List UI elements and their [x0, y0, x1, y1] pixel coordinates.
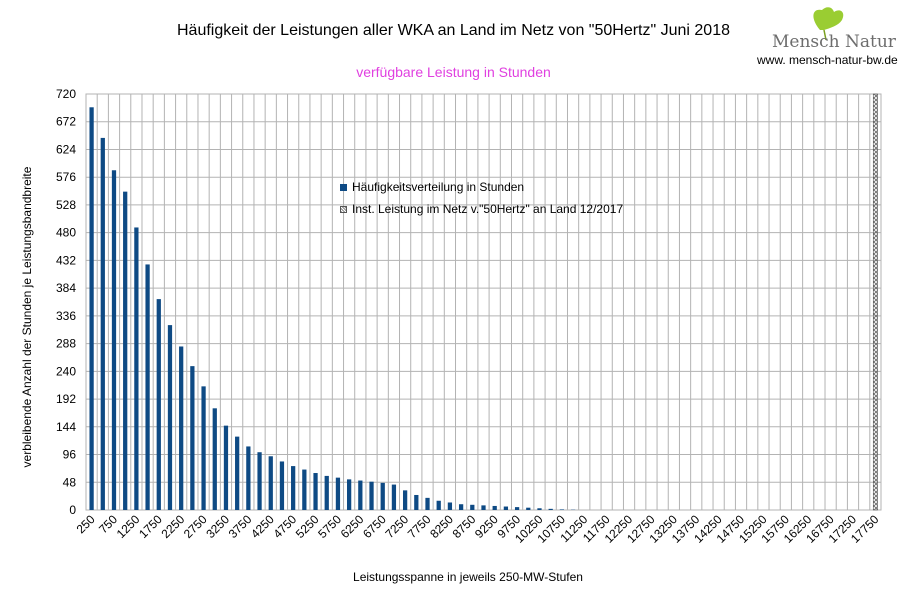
y-tick-label: 624: [56, 142, 76, 156]
y-tick-label: 576: [56, 170, 76, 184]
logo-text: Mensch Natur: [772, 32, 896, 52]
y-tick-label: 48: [63, 475, 77, 489]
x-tick-label: 8250: [427, 512, 456, 541]
y-tick-label: 528: [56, 198, 76, 212]
ginkgo-leaf-logo-icon: [813, 7, 844, 41]
x-tick-label: 1250: [114, 512, 143, 541]
x-tick-label: 5750: [315, 512, 344, 541]
y-axis-label: verbleibende Anzahl der Stunden je Leist…: [20, 166, 34, 468]
bar: [190, 366, 195, 510]
x-tick-label: 8750: [450, 512, 479, 541]
chart-subtitle: verfügbare Leistung in Stunden: [356, 64, 551, 80]
chart-title: Häufigkeit der Leistungen aller WKA an L…: [177, 22, 730, 39]
x-tick-label: 250: [74, 512, 98, 536]
bar: [89, 107, 94, 511]
bar: [313, 473, 318, 510]
bar: [358, 480, 363, 510]
y-tick-label: 384: [56, 281, 76, 295]
legend-label: Inst. Leistung im Netz v."50Hertz" an La…: [352, 202, 624, 216]
y-tick-label: 336: [56, 309, 76, 323]
x-tick-label: 2750: [181, 512, 210, 541]
bar: [145, 264, 150, 510]
legend-label: Häufigkeitsverteilung in Stunden: [352, 180, 525, 194]
legend-item-frequency: Häufigkeitsverteilung in Stunden: [340, 176, 623, 198]
y-tick-label: 480: [56, 226, 76, 240]
bar: [347, 479, 352, 510]
x-axis-label: Leistungsspanne in jeweils 250-MW-Stufen: [353, 570, 583, 584]
bar: [111, 170, 117, 510]
x-tick-label: 5250: [293, 512, 322, 541]
logo-url: www. mensch-natur-bw.de: [757, 53, 898, 67]
bar: [514, 507, 520, 510]
x-tick-label: 1750: [136, 512, 165, 541]
bar: [201, 386, 206, 510]
bar: [414, 494, 419, 510]
bar: [425, 497, 430, 510]
bar: [492, 505, 497, 510]
x-tick-label: 7250: [382, 512, 411, 541]
bar: [257, 452, 262, 510]
legend: Häufigkeitsverteilung in Stunden Inst. L…: [340, 176, 623, 220]
x-tick-label: 9250: [472, 512, 501, 541]
x-tick-label: 3250: [203, 512, 232, 541]
bar: [369, 481, 374, 510]
y-tick-label: 240: [56, 364, 76, 378]
legend-item-installed: Inst. Leistung im Netz v."50Hertz" an La…: [340, 198, 623, 220]
y-tick-label: 672: [56, 115, 76, 129]
bar: [235, 436, 240, 510]
bar: [134, 227, 139, 510]
bar: [458, 504, 464, 510]
bar: [503, 506, 509, 510]
bar: [179, 346, 184, 510]
bar: [223, 425, 229, 510]
bar: [268, 456, 273, 510]
bar: [279, 461, 285, 510]
x-tick-label: 6250: [338, 512, 367, 541]
bar: [335, 477, 341, 510]
bar: [402, 490, 408, 510]
bar: [100, 137, 105, 510]
legend-swatch-hatch: [340, 205, 347, 213]
x-tick-label: 3750: [226, 512, 255, 541]
bar: [391, 484, 397, 510]
bar: [436, 500, 441, 510]
bar: [291, 466, 296, 510]
legend-swatch-bar: [340, 183, 347, 191]
x-tick-label: 4250: [248, 512, 277, 541]
x-tick-label: 6750: [360, 512, 389, 541]
y-tick-label: 0: [69, 503, 76, 517]
bar: [246, 446, 251, 510]
y-tick-label: 432: [56, 253, 76, 267]
y-tick-label: 720: [56, 87, 76, 101]
bar: [123, 191, 128, 510]
bar: [481, 505, 486, 510]
bar: [548, 508, 553, 510]
bar: [212, 408, 217, 510]
x-tick-label: 7750: [405, 512, 434, 541]
bar: [559, 509, 565, 510]
bar: [470, 504, 475, 510]
bar: [447, 502, 453, 510]
y-tick-label: 192: [56, 392, 76, 406]
bar: [380, 482, 385, 510]
bar: [526, 507, 531, 510]
y-tick-label: 96: [63, 448, 77, 462]
bar: [156, 299, 161, 510]
bar: [167, 325, 173, 510]
bar: [302, 469, 307, 510]
x-tick-label: 2250: [159, 512, 188, 541]
bar: [537, 508, 542, 510]
installed-capacity-bar: [872, 93, 878, 511]
x-tick-label: 4750: [270, 512, 299, 541]
y-tick-label: 288: [56, 337, 76, 351]
y-tick-label: 144: [56, 420, 76, 434]
bar: [324, 475, 329, 510]
